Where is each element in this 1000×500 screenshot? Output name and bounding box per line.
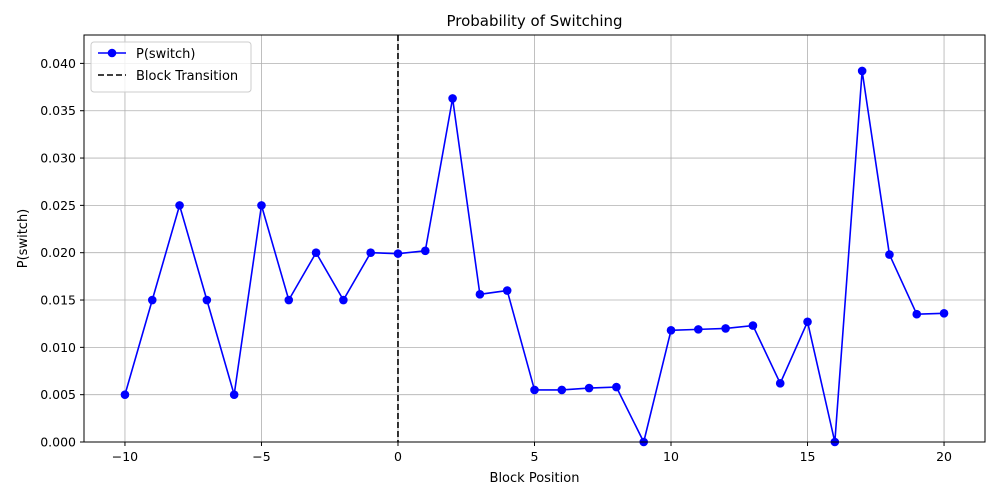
data-point — [612, 382, 621, 392]
series-markers — [120, 66, 949, 447]
x-tick-label: 0 — [394, 449, 402, 464]
y-tick-label: 0.020 — [40, 245, 76, 260]
data-point — [339, 295, 348, 305]
y-tick-label: 0.030 — [40, 151, 76, 166]
data-point — [857, 66, 867, 76]
x-tick-label: 10 — [663, 449, 679, 464]
y-axis-label: P(switch) — [16, 209, 31, 268]
x-axis-label: Block Position — [490, 471, 580, 486]
data-point — [885, 250, 894, 259]
data-point — [694, 325, 703, 334]
grid — [84, 35, 985, 443]
data-point — [557, 385, 567, 395]
x-tick-label: −10 — [112, 449, 138, 464]
y-tick-label: 0.005 — [40, 387, 76, 402]
data-point — [584, 383, 594, 393]
data-point — [912, 309, 922, 319]
data-point — [229, 390, 239, 399]
legend-label-p-switch: P(switch) — [136, 47, 195, 62]
y-tick-label: 0.015 — [40, 293, 76, 308]
y-tick-label: 0.000 — [40, 435, 76, 450]
y-tick-label: 0.035 — [40, 103, 76, 118]
data-point — [366, 248, 375, 257]
data-point — [775, 379, 785, 388]
data-point — [530, 385, 539, 395]
data-point — [284, 295, 294, 305]
data-point — [202, 295, 212, 305]
data-point — [120, 390, 130, 399]
data-point — [748, 321, 758, 330]
data-point — [257, 201, 266, 210]
legend-box — [90, 41, 252, 93]
x-tick-label: −5 — [252, 449, 270, 464]
y-axis-ticks: 0.000 0.005 0.010 0.015 0.020 0.025 0.030 0.035… — [40, 56, 84, 450]
x-tick-label: 15 — [800, 449, 816, 464]
data-point — [666, 326, 676, 335]
x-tick-label: 20 — [936, 449, 952, 464]
data-point — [502, 286, 512, 295]
data-point — [147, 295, 157, 305]
data-point — [475, 290, 485, 299]
y-tick-label: 0.025 — [40, 198, 76, 213]
data-point — [803, 317, 812, 327]
y-tick-label: 0.040 — [40, 56, 76, 71]
data-point — [175, 201, 184, 210]
legend-label-block-transition: Block Transition — [136, 69, 238, 84]
y-tick-label: 0.010 — [40, 340, 76, 355]
data-point — [448, 94, 457, 103]
x-tick-label: 5 — [531, 449, 539, 464]
data-point — [939, 308, 949, 318]
data-point — [721, 324, 730, 333]
data-point — [393, 249, 403, 258]
legend-marker-p-switch — [107, 48, 117, 58]
data-point — [420, 246, 430, 256]
legend: P(switch) Block Transition — [90, 41, 252, 93]
chart-title: Probability of Switching — [446, 12, 622, 30]
data-point — [311, 248, 321, 257]
x-axis-ticks: −10 −5 0 5 10 15 20 — [112, 442, 952, 464]
